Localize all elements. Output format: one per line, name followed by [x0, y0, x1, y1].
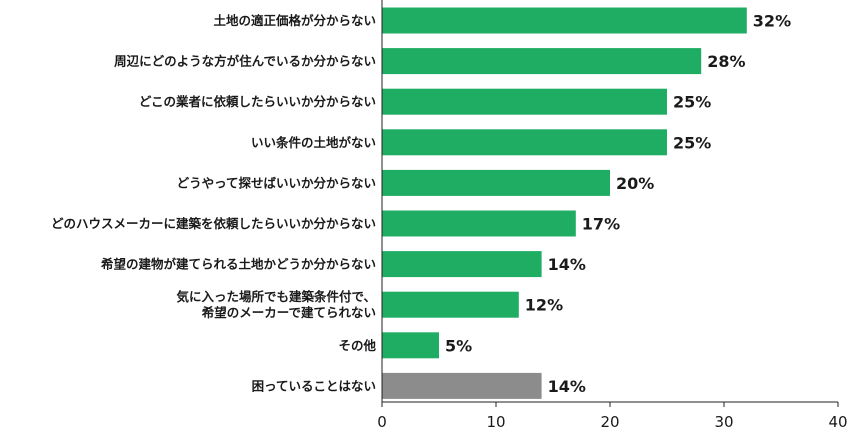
x-tick-label-1: 10 [486, 413, 505, 431]
category-label-6: 希望の建物が建てられる土地かどうか分からない [100, 257, 376, 272]
category-label-7-line-1: 希望のメーカーで建てられない [201, 305, 376, 320]
x-tick-label-0: 0 [377, 413, 387, 431]
value-label-9: 14% [548, 377, 586, 396]
category-label-1: 周辺にどのような方が住んでいるか分からない [114, 54, 376, 69]
category-label-8-line-0: その他 [338, 338, 376, 353]
value-labels: 32% 28% 25% 25% 20% 17% 14% 12% 5% 14% [445, 12, 791, 396]
bars-layer [382, 7, 747, 399]
value-label-3: 25% [673, 133, 711, 152]
category-label-4: どうやって探せばいいか分からない [177, 175, 376, 190]
x-axis: 0 10 20 30 40 [377, 0, 848, 431]
x-tick-label-2: 20 [600, 413, 619, 431]
category-label-9: 困っていることはない [252, 378, 376, 393]
x-tick-label-3: 30 [714, 413, 733, 431]
bar-6 [382, 251, 542, 278]
value-label-0: 32% [753, 12, 791, 31]
bar-5 [382, 210, 576, 237]
bar-0 [382, 7, 747, 34]
bar-8 [382, 332, 439, 359]
category-labels: 土地の適正価格が分からない周辺にどのような方が住んでいるか分からないどこの業者に… [51, 13, 377, 393]
bar-9 [382, 372, 542, 399]
category-label-9-line-0: 困っていることはない [252, 378, 376, 393]
bar-2 [382, 88, 667, 115]
category-label-2-line-0: どこの業者に依頼したらいいか分からない [139, 94, 376, 109]
bar-4 [382, 169, 610, 196]
value-label-6: 14% [548, 255, 586, 274]
category-label-3: いい条件の土地がない [251, 135, 376, 150]
bar-1 [382, 48, 702, 75]
category-label-5: どのハウスメーカーに建築を依頼したらいいか分からない [51, 216, 376, 231]
value-label-4: 20% [616, 174, 654, 193]
category-label-0: 土地の適正価格が分からない [213, 13, 376, 28]
category-label-5-line-0: どのハウスメーカーに建築を依頼したらいいか分からない [51, 216, 376, 231]
value-label-1: 28% [707, 52, 745, 71]
value-label-5: 17% [582, 215, 620, 234]
category-label-7: 気に入った場所でも建築条件付で、希望のメーカーで建てられない [176, 289, 376, 320]
value-label-2: 25% [673, 93, 711, 112]
category-label-4-line-0: どうやって探せばいいか分からない [177, 175, 376, 190]
value-label-8: 5% [445, 336, 472, 355]
x-tick-label-4: 40 [828, 413, 847, 431]
category-label-0-line-0: 土地の適正価格が分からない [213, 13, 376, 28]
category-label-1-line-0: 周辺にどのような方が住んでいるか分からない [114, 54, 376, 69]
category-label-3-line-0: いい条件の土地がない [251, 135, 376, 150]
category-label-8: その他 [338, 338, 376, 353]
bar-3 [382, 129, 667, 156]
bar-7 [382, 291, 519, 318]
category-label-2: どこの業者に依頼したらいいか分からない [139, 94, 376, 109]
value-label-7: 12% [525, 296, 563, 315]
category-label-7-line-0: 気に入った場所でも建築条件付で、 [176, 289, 376, 304]
category-label-6-line-0: 希望の建物が建てられる土地かどうか分からない [100, 257, 376, 272]
